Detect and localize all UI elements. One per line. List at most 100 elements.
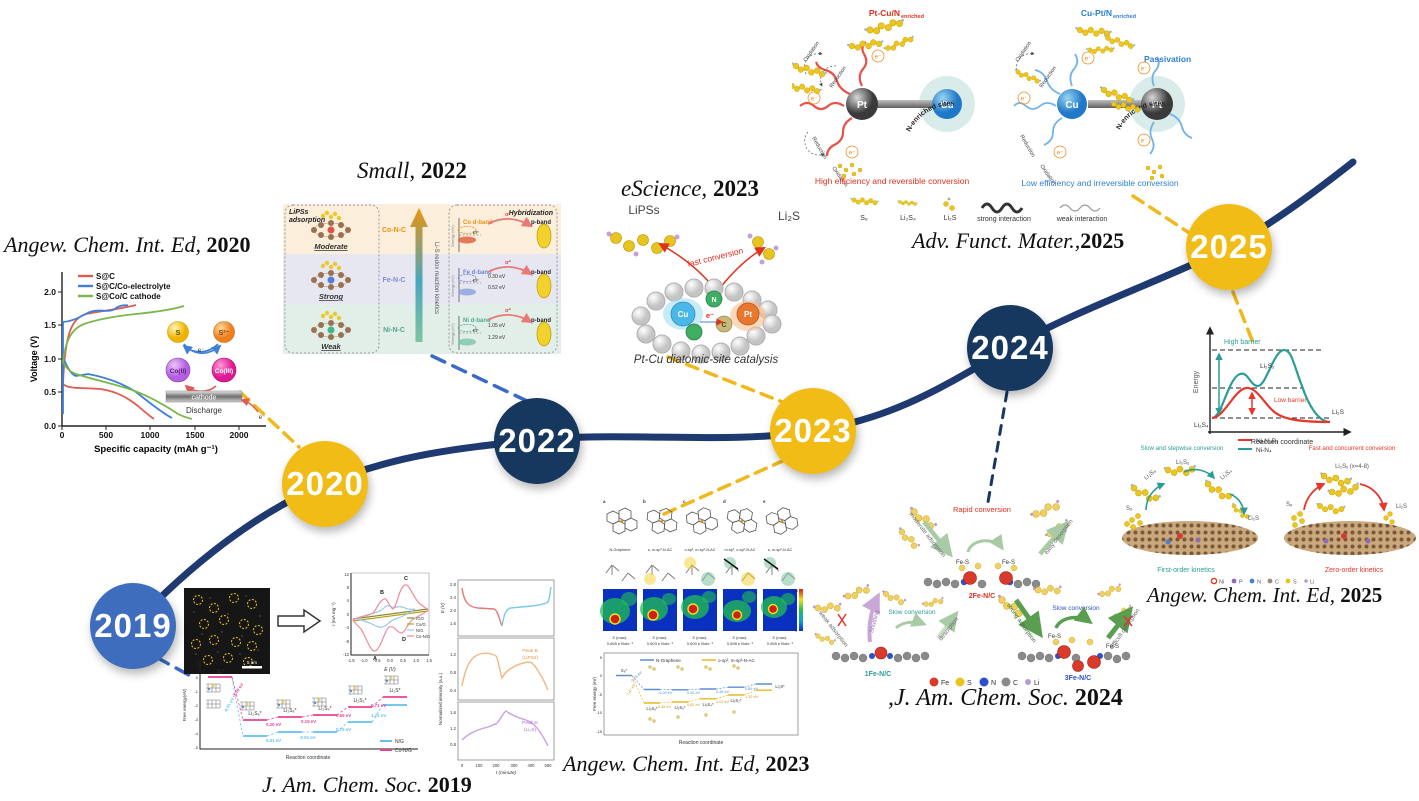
redox-cycle-inset: S S²⁻ Co(II) Co(III) e⁻ e⁻ cathode Disch… — [165, 321, 266, 421]
cv-peak-labels: A B C D — [373, 576, 408, 662]
year-label: 2020 — [286, 465, 364, 502]
svg-text:-4.31 eV: -4.31 eV — [223, 697, 236, 714]
svg-text:Li₂S₂*: Li₂S₂* — [353, 698, 366, 704]
svg-text:-7.47 eV: -7.47 eV — [625, 683, 636, 698]
n-atom-label: N — [711, 297, 716, 304]
svg-text:S: S — [967, 680, 972, 687]
figure-angew-2025-energy: High barrier Li₂S₂ Low barrier Li₂S₄ Li₂… — [1182, 316, 1357, 458]
year-label: 2023 — [774, 412, 852, 449]
diatomic-cluster: Cu N C Pt e⁻ — [631, 278, 782, 364]
li2s4-label: Li₂S₄ — [1194, 422, 1209, 429]
operando-ticks: 2.8 2.4 2.0 1.6 1.2 0.8 0.4 1.6 1.2 0.8 — [450, 582, 456, 747]
ni-n3p1-curve — [1211, 386, 1331, 424]
svg-text:e⁻: e⁻ — [1021, 97, 1028, 103]
svg-text:1.02 eV: 1.02 eV — [716, 700, 730, 704]
svg-text:0.85 eV: 0.85 eV — [745, 687, 759, 691]
svg-text:Moderate: Moderate — [314, 242, 347, 251]
atom-legend: Ni P N C S Li — [1210, 577, 1314, 586]
svg-text:5: 5 — [600, 655, 603, 660]
svg-text:0.5: 0.5 — [44, 387, 56, 397]
svg-text:Strong: Strong — [319, 292, 344, 301]
electron-label: e⁻ — [706, 311, 714, 320]
svg-text:0.603 e Bohr⁻¹: 0.603 e Bohr⁻¹ — [647, 641, 674, 646]
svg-text:C: C — [1013, 680, 1018, 687]
adsorption-motifs — [310, 210, 352, 341]
right-chains — [1291, 471, 1395, 528]
catalysis-caption: Pt-Cu diatomic-site catalysis — [634, 354, 779, 366]
polysulfide-chain — [606, 231, 680, 257]
svg-text:1.32 eV: 1.32 eV — [745, 695, 759, 699]
svg-text:-0.01 eV: -0.01 eV — [299, 735, 316, 740]
svg-text:2.8: 2.8 — [450, 582, 456, 587]
electron-badges: e⁻ e⁻ e⁻ e⁻ e⁻ e⁻ e⁻ e⁻ — [807, 49, 1151, 159]
svg-text:S p-band: S p-band — [525, 220, 551, 226]
svg-text:0.5: 0.5 — [400, 658, 406, 663]
cu-pt-assembly: Cu Pt N-enriched sites Passivation — [1013, 53, 1192, 155]
operando-panels-jacs-2019: 2.8 2.4 2.0 1.6 1.2 0.8 0.4 1.6 1.2 0.8 E (V… — [434, 574, 564, 776]
svg-text:D: D — [402, 637, 406, 643]
svg-text:S₈: S₈ — [860, 215, 868, 222]
svg-text:Z (max):: Z (max): — [613, 635, 628, 640]
year-node-2020: 2020 — [282, 441, 368, 527]
svg-text:Z (max):: Z (max): — [733, 635, 748, 640]
lipss-label: LiPSs — [628, 203, 659, 217]
svg-text:o-sp², m-sp³-N-AC: o-sp², m-sp³-N-AC — [684, 548, 715, 552]
svg-text:Peak D: Peak D — [522, 720, 538, 726]
svg-text:Li₂S₈*: Li₂S₈* — [646, 706, 657, 711]
svg-text:a: a — [603, 499, 606, 504]
svg-text:2.0: 2.0 — [450, 608, 456, 613]
svg-text:S₈*: S₈* — [621, 668, 628, 673]
right-caption: Low efficiency and irreversible conversi… — [1021, 178, 1178, 188]
panel-titles: Pt-Cu/N enriched Cu-Pt/N enriched — [869, 8, 1136, 20]
x-axis-label: Specific capacity (mAh g⁻¹) — [94, 444, 218, 455]
scale-bar-label: 5 nm — [247, 660, 257, 665]
svg-text:500: 500 — [99, 430, 113, 440]
fe-s-label: Fe-S — [956, 560, 969, 566]
svg-text:Energy (eV): Energy (eV) — [450, 225, 455, 247]
svg-text:0: 0 — [60, 430, 65, 440]
passivation-label: Passivation — [1144, 54, 1191, 64]
svg-text:EF: EF — [473, 230, 479, 235]
svg-text:-1.0: -1.0 — [360, 658, 368, 663]
svg-text:Oxidation: Oxidation — [1015, 41, 1033, 63]
svg-text:c: c — [683, 499, 686, 504]
left-chains — [1124, 464, 1252, 530]
chart-legend: S@C S@C/Co-electrolyte S@Co/C cathode — [78, 272, 171, 301]
svg-text:0.598 e Bohr⁻¹: 0.598 e Bohr⁻¹ — [727, 641, 754, 646]
svg-text:A: A — [373, 656, 377, 662]
svg-text:0.75 eV: 0.75 eV — [336, 727, 351, 732]
navy-dashed-connector — [985, 390, 1009, 510]
year-node-2024: 2024 — [967, 305, 1053, 391]
site-labels: Co-N-C Fe-N-C Ni-N-C — [382, 227, 406, 334]
svg-text:200: 200 — [493, 763, 501, 768]
svg-text:12: 12 — [344, 572, 349, 577]
year-node-2022: 2022 — [494, 398, 580, 484]
structure-insets — [205, 675, 399, 711]
svg-text:Fe-N-C: Fe-N-C — [383, 277, 406, 284]
cu-sphere-label: Cu — [1065, 100, 1078, 111]
svg-text:0: 0 — [196, 675, 199, 680]
svg-text:2.0: 2.0 — [44, 287, 56, 297]
svg-text:b: b — [643, 499, 646, 504]
year-label: 2025 — [1190, 228, 1268, 265]
svg-text:Fe d-band: Fe d-band — [463, 270, 492, 276]
free-energy-diagram: N-Graphene o-sp², m-sp³-N-AC 5 0 -5 -10 … — [592, 652, 799, 746]
electron-label: e⁻ — [259, 415, 266, 421]
citation-jacs-2019: J. Am. Chem. Soc. 2019 — [262, 772, 472, 797]
svg-text:Li₂S*: Li₂S* — [389, 688, 400, 694]
svg-text:2000: 2000 — [230, 430, 249, 440]
svg-text:S₈: S₈ — [1126, 506, 1133, 512]
svg-text:1000: 1000 — [141, 430, 160, 440]
citation-afm-2025: Adv. Funct. Mater.,2025 — [912, 228, 1125, 253]
svg-text:Li₂S₄: Li₂S₄ — [900, 215, 916, 222]
svg-text:Li₂S: Li₂S — [1396, 504, 1407, 510]
fe-xlabel: Reaction coordinate — [286, 755, 331, 761]
svg-text:Energy (eV): Energy (eV) — [450, 323, 455, 345]
svg-text:Reduction: Reduction — [810, 136, 828, 160]
svg-text:-4: -4 — [345, 625, 349, 630]
svg-text:Co-N/G: Co-N/G — [416, 634, 430, 639]
li2s2-label: Li₂S₂ — [1260, 363, 1275, 370]
svg-text:S₈*: S₈* — [216, 669, 223, 675]
svg-text:Co/G: Co/G — [416, 622, 426, 627]
y-axis-label: Energy — [1193, 370, 1200, 393]
